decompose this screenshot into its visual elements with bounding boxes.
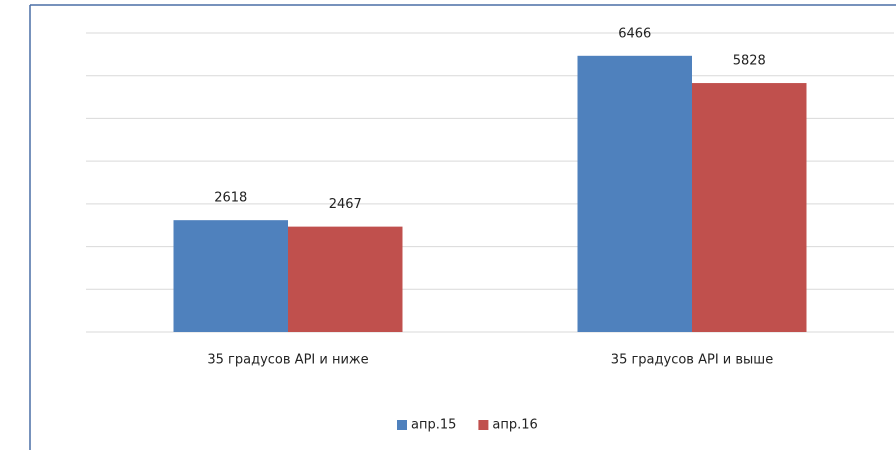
bar [173, 220, 288, 332]
data-label: 5828 [733, 54, 766, 69]
legend-label: апр.16 [492, 418, 537, 433]
legend-swatch [478, 420, 489, 430]
legend-label: апр.15 [411, 418, 456, 433]
x-tick-label: 35 градусов API и выше [611, 353, 773, 368]
data-label: 2618 [214, 191, 247, 206]
data-label: 2467 [329, 197, 362, 212]
legend-swatch [397, 420, 407, 430]
bar [577, 55, 692, 333]
x-tick-label: 35 градусов API и ниже [207, 353, 368, 368]
bar [692, 83, 807, 332]
data-label: 6466 [618, 26, 651, 41]
bar [288, 226, 403, 332]
